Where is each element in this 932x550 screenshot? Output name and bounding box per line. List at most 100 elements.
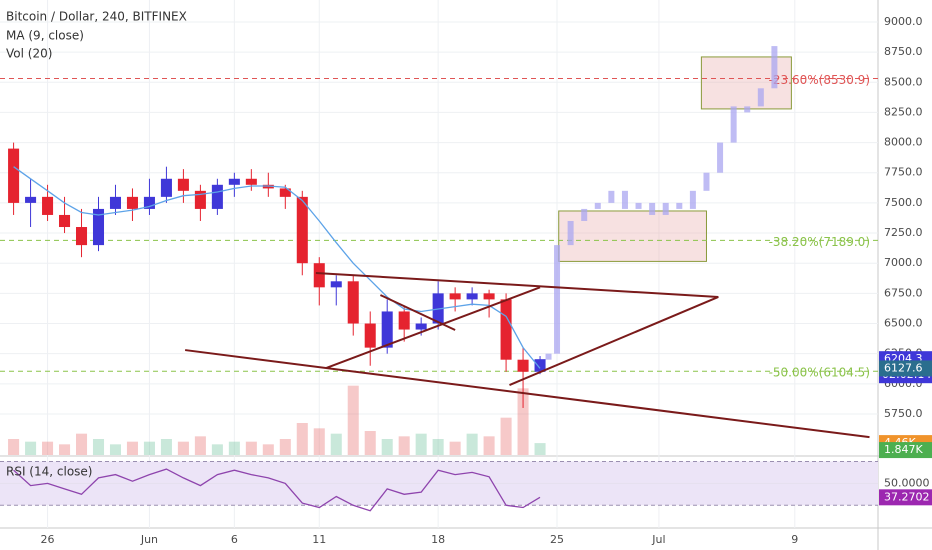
y-tick-label: 6750.0 <box>884 286 923 299</box>
projection-bar <box>771 46 778 89</box>
candle-body <box>347 281 359 324</box>
candle-body <box>109 196 122 209</box>
volume-bar <box>296 423 308 455</box>
projection-bar <box>635 202 642 209</box>
plot-layer: -23.60%(8530.9) -38.20%(7189.0) -50.00%(61… <box>0 0 878 528</box>
x-tick-label: Jun <box>140 533 158 546</box>
projection-bar <box>545 353 552 360</box>
x-tick-label: 9 <box>791 533 798 546</box>
x-tick-label: 11 <box>312 533 326 546</box>
volume-bar <box>177 441 189 455</box>
candle-body <box>42 196 54 215</box>
y-tick-label: 7000.0 <box>884 256 923 269</box>
candle-body <box>500 299 512 360</box>
projection-bar <box>689 190 696 209</box>
price-tag <box>879 442 932 459</box>
price-tag-label: 1.847K <box>884 443 923 456</box>
target-box <box>558 210 707 262</box>
candle-body <box>92 208 105 246</box>
chart-title: Bitcoin / Dollar, 240, BITFINEX <box>6 10 187 24</box>
candle-body <box>75 227 88 246</box>
volume-bar <box>449 441 461 455</box>
projection-bar <box>744 106 751 113</box>
y-tick-label: 5750.0 <box>884 407 923 420</box>
candle-body <box>483 293 495 300</box>
volume-bar <box>330 433 342 455</box>
candle-body <box>466 293 478 300</box>
volume-bar <box>415 433 427 455</box>
volume-bar <box>109 444 122 455</box>
volume-bar <box>211 444 223 455</box>
candle-body <box>25 196 37 203</box>
candle-body <box>194 190 206 209</box>
ma-line <box>13 166 541 369</box>
y-tick-label: 8250.0 <box>884 105 923 118</box>
volume-bar <box>92 439 105 455</box>
trendline <box>509 296 719 386</box>
volume-bar <box>381 439 393 455</box>
candle-body <box>211 184 223 209</box>
volume-bar <box>59 444 71 455</box>
projection-bar <box>621 190 628 209</box>
candle-body <box>330 281 342 288</box>
trendline <box>325 286 541 369</box>
candle-body <box>8 148 20 203</box>
volume-bar <box>364 431 376 455</box>
y-tick-label: 8000.0 <box>884 136 923 149</box>
y-tick-label: 7500.0 <box>884 196 923 209</box>
x-tick-label: 25 <box>550 533 564 546</box>
candle-body <box>296 196 308 264</box>
candle-body <box>245 178 257 185</box>
candle-body <box>534 359 546 372</box>
volume-bar <box>8 439 20 455</box>
volume-bar <box>194 436 206 455</box>
volume-bar <box>160 439 172 455</box>
vol-legend: Vol (20) <box>6 47 52 61</box>
candle-body <box>449 293 461 300</box>
volume-bar <box>517 388 529 455</box>
trendline <box>379 294 456 331</box>
trendline <box>315 271 719 298</box>
candle-body <box>126 196 138 209</box>
projection-bar <box>662 202 669 215</box>
candle-body <box>364 323 376 348</box>
x-tick-label: Jul <box>651 533 665 546</box>
candle-body <box>177 178 189 191</box>
candle-body <box>228 178 240 185</box>
volume-bar <box>483 436 495 455</box>
y-tick-label: 9000.0 <box>884 15 923 28</box>
candle-body <box>279 188 291 197</box>
volume-bar <box>126 441 138 455</box>
projection-bar <box>703 172 710 191</box>
candle-body <box>415 323 427 330</box>
volume-bar <box>398 436 410 455</box>
projection-bar <box>717 142 724 173</box>
rsi-line <box>13 468 541 512</box>
rsi-tick-label: 50.0000 <box>884 476 930 489</box>
projection-bar <box>757 88 764 107</box>
rsi-legend: RSI (14, close) <box>6 465 92 479</box>
volume-bar <box>245 441 257 455</box>
y-tick-label: 7250.0 <box>884 226 923 239</box>
volume-bar <box>75 433 88 455</box>
projection-bar <box>676 202 683 209</box>
projection-bar <box>567 220 574 246</box>
projection-bar <box>581 208 588 221</box>
y-tick-label: 8500.0 <box>884 75 923 88</box>
projection-bar <box>608 190 615 203</box>
volume-bar <box>228 441 240 455</box>
projection-bar <box>649 202 656 215</box>
ma-legend: MA (9, close) <box>6 29 84 43</box>
projection-bar <box>730 106 737 143</box>
y-tick-label: 6500.0 <box>884 317 923 330</box>
price-tag <box>879 489 932 506</box>
projection-bar <box>594 202 601 209</box>
x-tick-label: 26 <box>41 533 55 546</box>
x-tick-label: 6 <box>231 533 238 546</box>
fib-label: -23.60%(8530.9) <box>769 73 870 87</box>
fib-label: -38.20%(7189.0) <box>769 235 870 249</box>
volume-bar <box>313 428 325 455</box>
volume-bar <box>262 444 274 455</box>
y-tick-label: 7750.0 <box>884 166 923 179</box>
